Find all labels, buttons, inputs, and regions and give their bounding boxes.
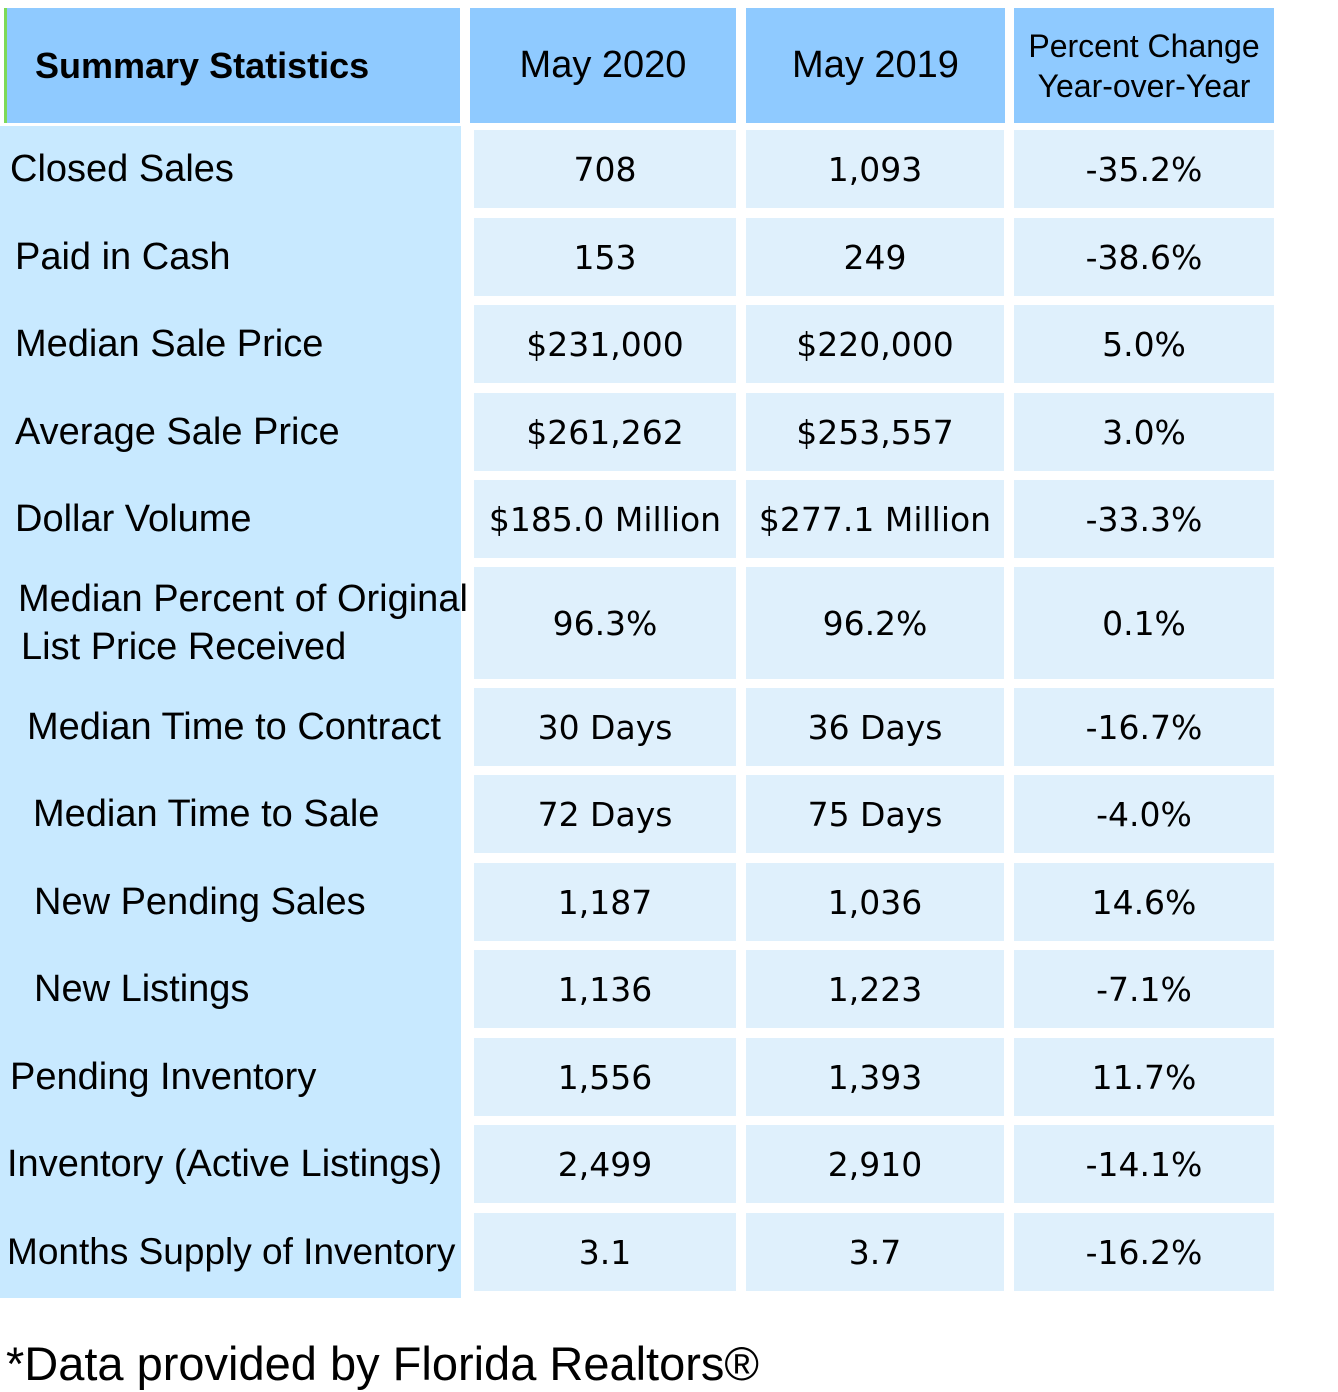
cell-may-2020: 2,499 bbox=[474, 1125, 736, 1203]
cell-may-2020: 1,187 bbox=[474, 863, 736, 941]
row-label: Average Sale Price bbox=[15, 410, 340, 453]
cell-may-2019: 2,910 bbox=[746, 1125, 1004, 1203]
col-header-change-line2: Year-over-Year bbox=[1037, 67, 1251, 104]
cell-change: 11.7% bbox=[1014, 1038, 1274, 1116]
cell-may-2019: 3.7 bbox=[746, 1213, 1004, 1291]
row-label: Closed Sales bbox=[10, 147, 234, 190]
row-label: Inventory (Active Listings) bbox=[7, 1142, 443, 1185]
header-label-cell: Summary Statistics bbox=[4, 8, 460, 123]
cell-change: -38.6% bbox=[1014, 218, 1274, 296]
table-title: Summary Statistics bbox=[35, 44, 370, 86]
row-label-multiline: Median Percent of Original List Price Re… bbox=[0, 575, 480, 675]
row-label: Dollar Volume bbox=[15, 497, 252, 540]
row-label: Months Supply of Inventory bbox=[7, 1231, 456, 1272]
cell-may-2020: 1,136 bbox=[474, 950, 736, 1028]
cell-may-2019: 75 Days bbox=[746, 775, 1004, 853]
cell-may-2019: 36 Days bbox=[746, 688, 1004, 766]
col-header-may-2019: May 2019 bbox=[792, 44, 959, 86]
cell-may-2020: 72 Days bbox=[474, 775, 736, 853]
cell-may-2020: 708 bbox=[474, 130, 736, 208]
row-label: New Pending Sales bbox=[34, 880, 366, 923]
header-percent-change: Percent Change Year-over-Year bbox=[1014, 8, 1274, 123]
cell-change: -14.1% bbox=[1014, 1125, 1274, 1203]
cell-may-2019: 1,093 bbox=[746, 130, 1004, 208]
cell-may-2020: $185.0 Million bbox=[474, 480, 736, 558]
cell-change: -16.7% bbox=[1014, 688, 1274, 766]
header-may-2020: May 2020 bbox=[470, 8, 736, 123]
cell-may-2019: $253,557 bbox=[746, 393, 1004, 471]
cell-change: 14.6% bbox=[1014, 863, 1274, 941]
row-label-line1: Median Percent of Original bbox=[18, 578, 468, 620]
cell-change: -16.2% bbox=[1014, 1213, 1274, 1291]
row-label: Median Time to Contract bbox=[27, 705, 441, 748]
cell-may-2019: 1,036 bbox=[746, 863, 1004, 941]
row-label: Median Sale Price bbox=[15, 322, 324, 365]
cell-change: -7.1% bbox=[1014, 950, 1274, 1028]
col-header-change-line1: Percent Change bbox=[1028, 27, 1260, 64]
cell-change: 5.0% bbox=[1014, 305, 1274, 383]
cell-change: -4.0% bbox=[1014, 775, 1274, 853]
row-label: New Listings bbox=[34, 967, 250, 1010]
label-column bbox=[0, 126, 461, 1298]
cell-may-2020: 96.3% bbox=[474, 567, 736, 679]
cell-change: -33.3% bbox=[1014, 480, 1274, 558]
cell-may-2019: $277.1 Million bbox=[746, 480, 1004, 558]
row-label-line2: List Price Received bbox=[21, 626, 347, 668]
footnote: *Data provided by Florida Realtors® bbox=[6, 1337, 760, 1390]
cell-change: 0.1% bbox=[1014, 567, 1274, 679]
col-header-may-2020: May 2020 bbox=[519, 44, 687, 86]
cell-may-2019: 96.2% bbox=[746, 567, 1004, 679]
row-label: Pending Inventory bbox=[10, 1055, 317, 1098]
row-label: Paid in Cash bbox=[15, 235, 231, 278]
cell-may-2019: 1,393 bbox=[746, 1038, 1004, 1116]
cell-may-2019: 249 bbox=[746, 218, 1004, 296]
cell-may-2019: $220,000 bbox=[746, 305, 1004, 383]
cell-may-2020: $231,000 bbox=[474, 305, 736, 383]
header-may-2019: May 2019 bbox=[746, 8, 1005, 123]
cell-may-2019: 1,223 bbox=[746, 950, 1004, 1028]
cell-may-2020: 3.1 bbox=[474, 1213, 736, 1291]
cell-change: -35.2% bbox=[1014, 130, 1274, 208]
cell-may-2020: 1,556 bbox=[474, 1038, 736, 1116]
row-label: Median Time to Sale bbox=[33, 792, 380, 835]
cell-change: 3.0% bbox=[1014, 393, 1274, 471]
cell-may-2020: 30 Days bbox=[474, 688, 736, 766]
cell-may-2020: 153 bbox=[474, 218, 736, 296]
cell-may-2020: $261,262 bbox=[474, 393, 736, 471]
